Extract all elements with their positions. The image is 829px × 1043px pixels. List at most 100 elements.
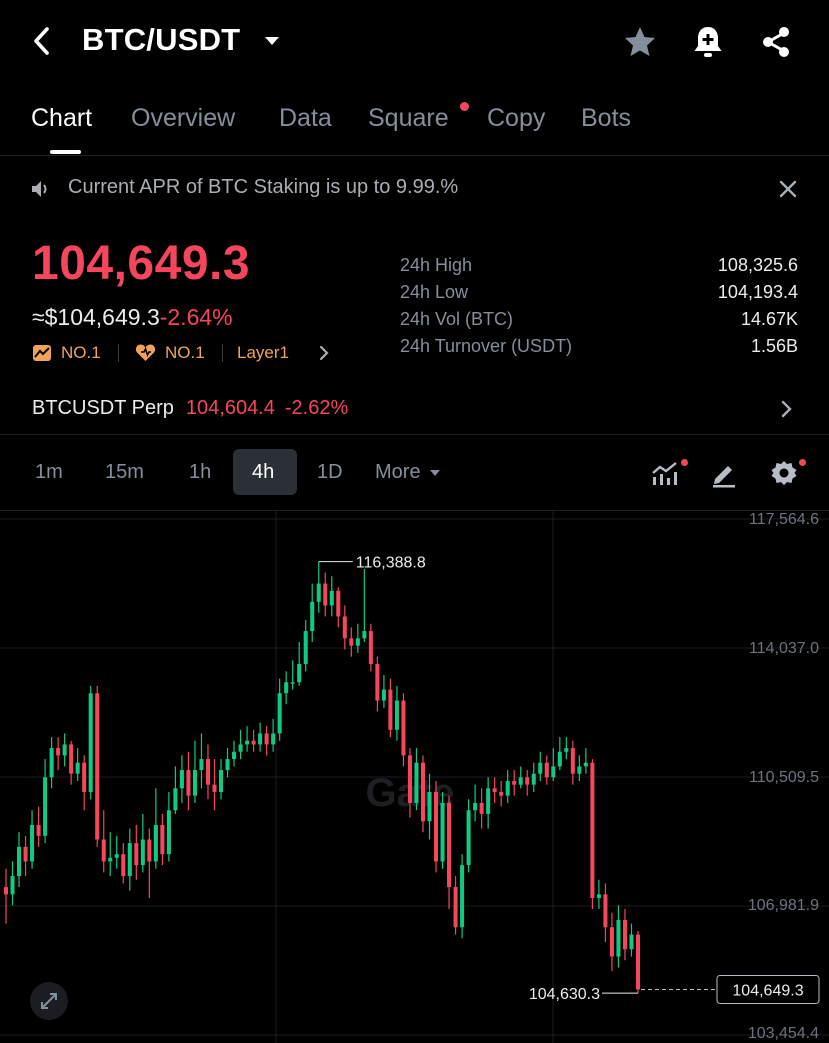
share-icon[interactable] [757,23,795,61]
candle-body [36,824,41,836]
perp-name: BTCUSDT Perp [32,397,174,419]
stat-label-low: 24h Low [400,282,469,302]
last-price-label: 104,649.3 [732,982,803,999]
stat-value-high: 108,325.6 [717,255,798,275]
chevron-right-icon[interactable] [318,344,330,362]
candle-body [43,777,48,836]
candle-body [375,663,380,701]
candle-body [153,824,158,862]
candle-body [264,733,269,745]
candle-body [355,638,360,646]
stat-value-volume: 14.67K [740,309,798,329]
back-arrow-icon[interactable] [28,24,56,58]
candle-body [420,762,426,822]
indicator-icon[interactable] [650,458,680,488]
candle-body [82,762,87,792]
candle-body [303,631,308,664]
y-tick-label: 114,037.0 [749,640,819,657]
close-icon[interactable] [776,177,800,201]
notification-dot [460,102,469,111]
pair-title[interactable]: BTC/USDT [82,22,241,57]
candle-body [434,791,439,862]
candle-body [62,744,67,756]
price-change: -2.64% [159,304,233,330]
interval-active-bg [233,449,297,495]
candle-body [368,631,373,664]
candle-body [479,802,484,814]
candle-body [407,755,412,803]
announcement-text[interactable]: Current APR of BTC Staking is up to 9.99… [68,176,459,198]
candle-body [179,770,184,789]
divider [0,155,829,156]
fullscreen-button[interactable] [30,982,68,1020]
candle-body [505,781,510,796]
divider [0,434,829,435]
tag-rank-popular[interactable]: NO.1 [165,343,205,362]
price-chart[interactable]: Gate 116,388.8 104,630.3 104,649.3 117,564.… [0,511,829,1043]
candle-body [336,590,341,617]
candle-body [199,759,204,771]
notification-dot [681,459,688,466]
high-marker-label: 116,388.8 [356,555,426,572]
candle-body [186,770,191,796]
interval-4h[interactable]: 4h [252,461,275,483]
fiat-price: ≈$104,649.3 [32,304,160,330]
candle-body [466,810,471,866]
perp-price: 104,604.4 [185,397,275,419]
candle-body [251,740,256,745]
candle-body [49,748,54,778]
candle-body [629,934,634,950]
star-icon[interactable] [621,23,659,61]
candle-body [56,748,61,756]
candle-body [88,693,93,792]
candle-body [349,638,354,646]
trend-chart-icon [33,345,51,361]
candle-body [284,682,289,694]
tag-rank-volume[interactable]: NO.1 [61,343,101,362]
chevron-right-icon[interactable] [778,398,796,420]
candle-body [499,791,504,796]
candle-body [10,876,15,895]
stat-value-turnover: 1.56B [750,336,798,356]
candle-body [622,919,627,950]
candle-body [258,733,263,745]
candle-body [218,770,224,792]
candle-body [440,802,445,862]
tab-chart[interactable]: Chart [31,104,93,132]
bell-plus-icon[interactable] [689,23,727,61]
candle-body [609,927,614,957]
stat-label-volume: 24h Vol (BTC) [400,309,514,329]
settings-gear-icon[interactable] [769,458,799,488]
candle-body [512,781,517,785]
interval-15m[interactable]: 15m [105,461,144,483]
candle-body [166,810,171,855]
fiat-price-row: ≈$104,649.3-2.64% [32,304,233,331]
candle-body [635,934,641,990]
candle-body [329,590,334,606]
interval-more[interactable]: More [375,461,441,484]
candle-body [551,766,556,778]
interval-1d[interactable]: 1D [317,461,343,483]
candle-body [173,788,178,811]
tab-square[interactable]: Square [368,104,449,132]
tab-data[interactable]: Data [279,104,332,132]
tag-category[interactable]: Layer1 [237,343,289,362]
candle-body [538,762,543,774]
candle-body [232,751,237,760]
tab-copy[interactable]: Copy [487,104,546,132]
tab-bots[interactable]: Bots [581,104,632,132]
interval-1h[interactable]: 1h [189,461,212,483]
perp-row[interactable]: BTCUSDT Perp 104,604.4 -2.62% [32,397,348,420]
candle-body [603,894,608,928]
chevron-down-icon[interactable] [262,33,282,49]
interval-1m[interactable]: 1m [35,461,63,483]
last-price: 104,649.3 [32,237,251,290]
y-tick-label: 106,981.9 [747,897,819,914]
candle-body [362,631,367,639]
candle-body [544,762,549,778]
tab-overview[interactable]: Overview [131,104,236,132]
draw-pen-icon[interactable] [709,458,739,488]
candle-body [518,777,523,785]
top-bar: BTC/USDT [0,0,829,84]
